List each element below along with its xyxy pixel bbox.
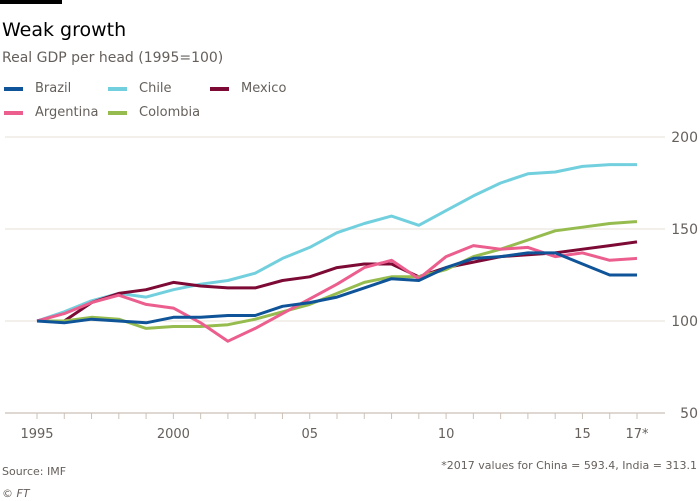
legend-item-brazil: Brazil (4, 81, 71, 96)
x-tick-label: 10 (438, 427, 455, 442)
legend-swatch (4, 110, 23, 115)
legend-item-argentina: Argentina (4, 105, 98, 120)
legend-swatch (210, 86, 229, 91)
y-tick-label: 150 (671, 222, 698, 238)
x-tick-label: 17* (625, 427, 649, 442)
legend-label: Chile (139, 81, 172, 96)
y-tick-label: 50 (680, 406, 698, 422)
legend-label: Mexico (241, 81, 287, 96)
footnote: *2017 values for China = 593.4, India = … (441, 459, 697, 472)
series-line-brazil (36, 251, 637, 325)
legend-item-mexico: Mexico (210, 81, 286, 96)
y-tick-label: 100 (671, 314, 698, 330)
chart-subtitle: Real GDP per head (1995=100) (2, 50, 224, 66)
x-axis: 1995 2000 05 10 15 17* (20, 413, 649, 442)
source-note: Source: IMF (2, 465, 67, 478)
legend-label: Colombia (139, 105, 201, 120)
series-line-chile (36, 163, 637, 323)
legend-swatch (108, 86, 127, 91)
x-tick-label: 1995 (20, 427, 53, 442)
series-line-colombia (37, 220, 638, 330)
header-rule (0, 0, 62, 4)
legend-item-colombia: Colombia (108, 105, 200, 120)
chart-title: Weak growth (2, 19, 127, 41)
copyright: © FT (2, 487, 30, 500)
series-line-argentina (36, 244, 638, 343)
legend-label: Brazil (35, 81, 72, 96)
series-lines (36, 163, 638, 343)
legend-item-chile: Chile (108, 81, 172, 96)
gridlines: 200 150 100 50 (5, 130, 698, 422)
legend-swatch (4, 86, 23, 91)
legend-swatch (108, 110, 127, 115)
x-tick-label: 2000 (157, 427, 190, 442)
y-tick-label: 200 (671, 130, 698, 146)
x-tick-label: 15 (574, 427, 591, 442)
legend-label: Argentina (35, 105, 99, 120)
x-tick-label: 05 (301, 427, 318, 442)
